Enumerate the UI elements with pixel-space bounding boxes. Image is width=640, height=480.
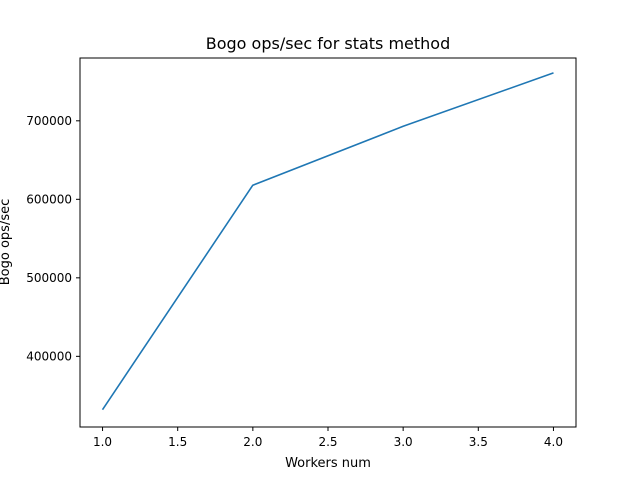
y-axis-label: Bogo ops/sec: [0, 199, 13, 286]
x-tick-label: 3.5: [469, 435, 488, 449]
x-tick-label: 1.0: [93, 435, 112, 449]
chart-title: Bogo ops/sec for stats method: [206, 34, 451, 53]
series-line: [101, 72, 554, 411]
x-axis-label: Workers num: [285, 456, 371, 471]
x-tick-label: 3.0: [394, 435, 413, 449]
y-tick-label: 600000: [26, 192, 72, 206]
y-axis: 400000 500000 600000 700000: [26, 114, 80, 363]
x-tick-label: 2.0: [243, 435, 262, 449]
y-tick-label: 400000: [26, 349, 72, 363]
plot-area: [79, 57, 577, 428]
x-tick-label: 1.5: [168, 435, 187, 449]
y-tick-label: 500000: [26, 271, 72, 285]
y-tick-label: 700000: [26, 114, 72, 128]
x-axis: 1.0 1.5 2.0 2.5 3.0 3.5 4.0: [93, 427, 563, 449]
x-tick-label: 4.0: [544, 435, 563, 449]
x-tick-label: 2.5: [318, 435, 337, 449]
